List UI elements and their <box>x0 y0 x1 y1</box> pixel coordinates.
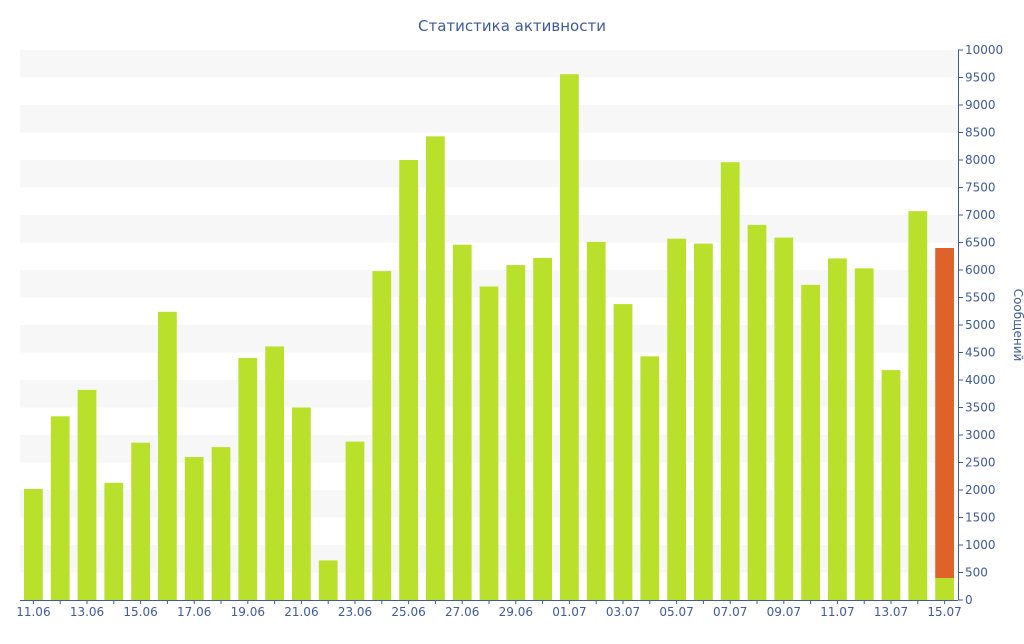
y-tick-label: 9000 <box>965 98 996 112</box>
x-tick-label: 05.07 <box>659 605 693 619</box>
bar-19.06 <box>238 358 258 600</box>
bar-11.06 <box>24 488 43 600</box>
bar-04.07 <box>640 356 660 600</box>
x-tick-label: 25.06 <box>391 605 425 619</box>
x-tick-label: 09.07 <box>767 605 801 619</box>
bar-26.06 <box>426 136 445 600</box>
x-tick-label: 01.07 <box>552 605 586 619</box>
grid-band <box>20 160 958 188</box>
y-tick-label: 4500 <box>965 346 996 360</box>
y-tick-label: 4000 <box>965 373 996 387</box>
x-tick-label: 17.06 <box>177 605 211 619</box>
bar-23.06 <box>345 441 365 600</box>
bar-08.07 <box>747 224 767 600</box>
y-tick-label: 3000 <box>965 428 996 442</box>
grid-band <box>20 105 958 133</box>
x-tick-label: 03.07 <box>606 605 640 619</box>
bar-15.07 <box>935 578 954 600</box>
y-tick-label: 2000 <box>965 483 996 497</box>
bar-03.07 <box>613 304 633 600</box>
bar-13.06 <box>77 389 97 600</box>
y-tick-label: 7000 <box>965 208 996 222</box>
x-tick-label: 07.07 <box>713 605 747 619</box>
y-tick-label: 8000 <box>965 153 996 167</box>
x-axis: 11.06 13.06 15.06 17.06 19.06 21.06 23.06 25.06… <box>16 600 962 619</box>
y-tick-label: 9500 <box>965 71 996 85</box>
y-axis: 0 500 1000 1500 2000 2500 3000 3500 4000 4500 5000… <box>958 43 1003 607</box>
bar-11.07 <box>828 258 847 600</box>
x-tick-label: 15.07 <box>927 605 961 619</box>
bar-16.06 <box>158 311 177 600</box>
y-tick-label: 8500 <box>965 126 996 140</box>
y-tick-label: 500 <box>965 566 988 580</box>
x-tick-label: 11.06 <box>16 605 50 619</box>
bar-06.07 <box>694 243 713 600</box>
bar-07.07 <box>720 162 740 600</box>
bar-17.06 <box>184 457 204 600</box>
bar-12.06 <box>50 416 70 600</box>
y-tick-label: 5500 <box>965 291 996 305</box>
bar-14.07 <box>908 211 928 600</box>
bar-13.07 <box>881 370 901 600</box>
bar-27.06 <box>452 244 472 600</box>
y-tick-label: 3500 <box>965 401 996 415</box>
bar-05.07 <box>667 238 686 600</box>
x-tick-label: 13.06 <box>70 605 104 619</box>
y-tick-label: 0 <box>965 593 973 607</box>
y-tick-label: 5000 <box>965 318 996 332</box>
x-tick-label: 15.06 <box>123 605 157 619</box>
bars <box>24 74 954 601</box>
x-tick-label: 23.06 <box>338 605 372 619</box>
bar-22.06 <box>318 560 338 600</box>
y-tick-label: 2500 <box>965 456 996 470</box>
y-tick-label: 1500 <box>965 511 996 525</box>
x-tick-label: 21.06 <box>284 605 318 619</box>
y-tick-label: 6000 <box>965 263 996 277</box>
bar-15.07-series-1 <box>935 248 954 578</box>
bar-15.06 <box>131 442 150 600</box>
bar-12.07 <box>854 268 874 600</box>
bar-18.06 <box>211 447 231 600</box>
y-axis-label: Сообщений <box>1011 289 1024 362</box>
bar-02.07 <box>586 241 606 600</box>
y-tick-label: 7500 <box>965 181 996 195</box>
x-tick-label: 11.07 <box>820 605 854 619</box>
bar-21.06 <box>292 407 311 600</box>
bar-14.06 <box>104 482 124 600</box>
bar-20.06 <box>265 346 284 600</box>
bar-28.06 <box>479 286 499 600</box>
x-tick-label: 13.07 <box>874 605 908 619</box>
bar-25.06 <box>399 160 418 600</box>
x-tick-label: 27.06 <box>445 605 479 619</box>
bar-29.06 <box>506 265 526 600</box>
x-tick-label: 29.06 <box>499 605 533 619</box>
y-tick-label: 6500 <box>965 236 996 250</box>
bar-30.06 <box>533 257 552 600</box>
chart-title: Статистика активности <box>418 17 606 35</box>
bar-01.07 <box>560 74 579 600</box>
y-tick-label: 10000 <box>965 43 1003 57</box>
bar-09.07 <box>774 237 794 601</box>
bar-10.07 <box>801 284 820 600</box>
y-tick-label: 1000 <box>965 538 996 552</box>
grid-band <box>20 215 958 243</box>
bar-24.06 <box>372 271 392 600</box>
grid-band <box>20 50 958 78</box>
x-tick-label: 19.06 <box>231 605 265 619</box>
